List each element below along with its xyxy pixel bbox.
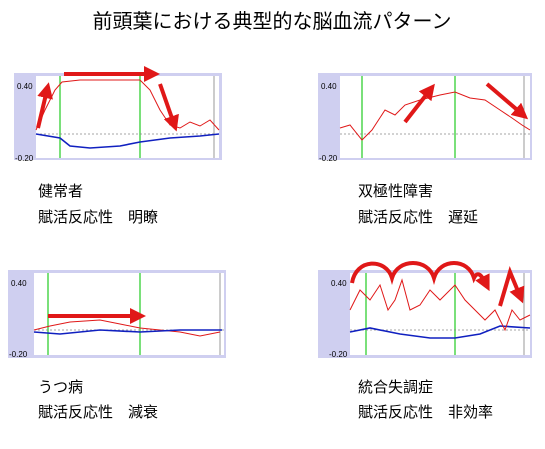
y-max-label: 0.40 [321, 82, 337, 91]
y-max-label: 0.40 [17, 82, 33, 91]
y-max-label: 0.40 [331, 279, 347, 288]
reactivity: 賦活反応性 非効率 [358, 403, 493, 421]
reactivity: 賦活反応性 明瞭 [38, 208, 158, 226]
y-min-label: -0.20 [9, 350, 28, 359]
group: 統合失調症 [358, 378, 433, 396]
y-min-label: -0.20 [15, 154, 34, 163]
reactivity: 賦活反応性 遅延 [358, 208, 478, 226]
y-max-label: 0.40 [11, 279, 27, 288]
title: 前頭葉における典型的な脳血流パターン [93, 9, 452, 33]
panel: 0.40 -0.20 うつ病 賦活反応性 減衰 [8, 270, 226, 421]
group: 双極性障害 [358, 182, 433, 200]
panel: 0.40 -0.20 統合失調症 賦活反応性 非効率 [318, 261, 532, 421]
y-min-label: -0.20 [329, 350, 348, 359]
panel: 0.40 -0.20 健常者 賦活反応性 明瞭 [14, 66, 222, 226]
y-min-label: -0.20 [319, 154, 338, 163]
group: 健常者 [38, 182, 83, 200]
group: うつ病 [38, 378, 83, 396]
panel: 0.40 -0.20 双極性障害 賦活反応性 遅延 [318, 73, 532, 226]
reactivity: 賦活反応性 減衰 [38, 403, 158, 421]
